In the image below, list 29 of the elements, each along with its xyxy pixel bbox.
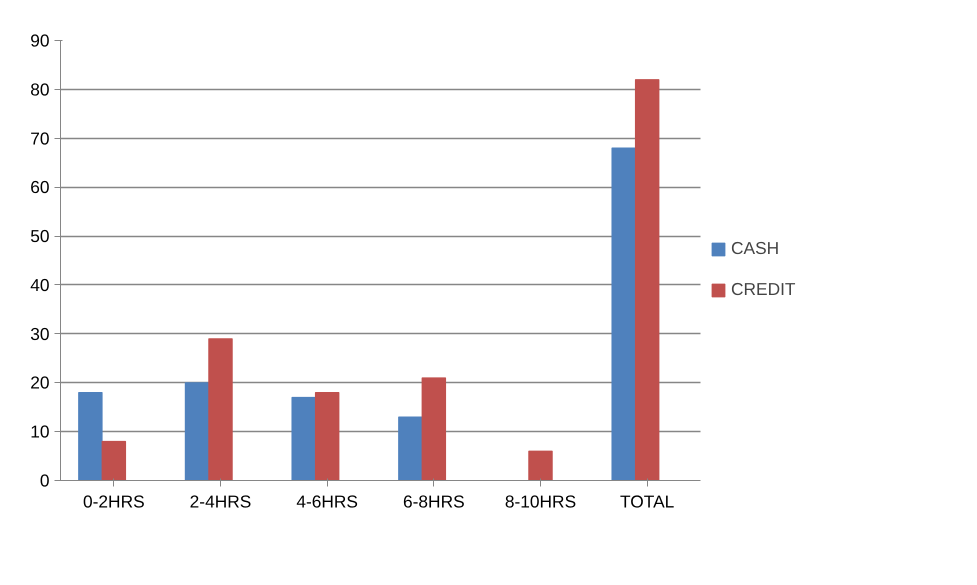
bar <box>528 450 553 480</box>
x-tick-label: 8-10HRS <box>504 492 576 512</box>
x-tick-label: 2-4HRS <box>190 492 252 512</box>
bar <box>291 396 316 480</box>
y-tick-label: 60 <box>30 177 50 198</box>
y-tick-label: 10 <box>30 422 50 442</box>
bar <box>422 377 446 480</box>
x-tick-label: 0-2HRS <box>83 492 145 512</box>
bar <box>611 148 636 480</box>
legend-label: CASH <box>731 238 780 259</box>
x-tick-label: TOTAL <box>620 492 675 512</box>
y-tick-label: 90 <box>30 30 50 50</box>
y-tick-label: 30 <box>30 324 50 344</box>
y-tick-label: 40 <box>30 274 50 295</box>
bar <box>184 382 210 480</box>
bar <box>78 392 103 480</box>
x-tick-label: 4-6HRS <box>296 492 358 512</box>
y-tick-label: 70 <box>30 128 50 148</box>
bar <box>102 440 126 480</box>
bar <box>314 392 340 480</box>
bar <box>634 79 660 480</box>
legend-label: CREDIT <box>731 279 796 300</box>
bar <box>398 416 423 480</box>
y-tick-label: 80 <box>30 79 50 100</box>
y-tick-label: 20 <box>30 372 50 393</box>
y-tick-label: 0 <box>40 470 50 490</box>
y-tick-label: 50 <box>30 226 50 246</box>
bar <box>208 338 233 480</box>
x-tick-label: 6-8HRS <box>403 492 465 512</box>
